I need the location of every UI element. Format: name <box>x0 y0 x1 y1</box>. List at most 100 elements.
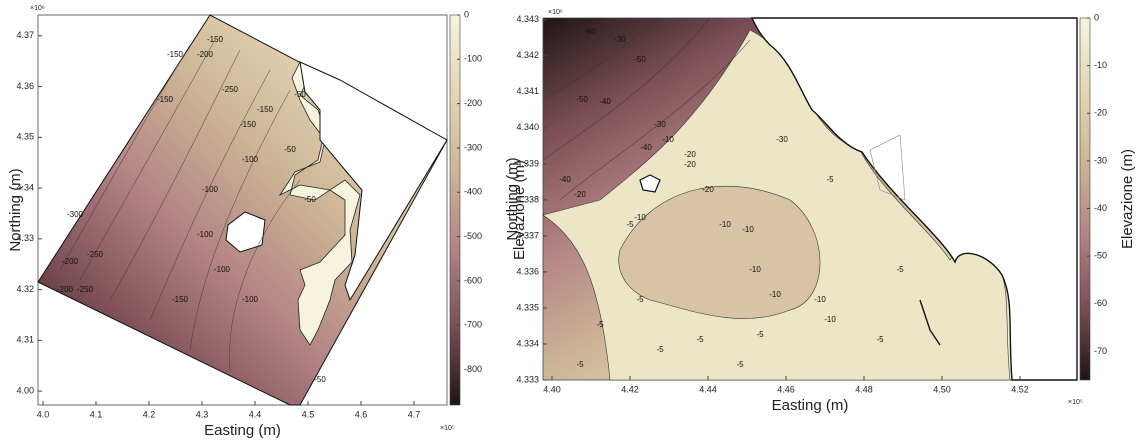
y-axis-label: Northing (m) <box>7 168 24 251</box>
y-axis-label: Northing (m) <box>504 157 521 240</box>
contour-label: -200 <box>57 285 74 294</box>
contour-label: -50 <box>576 95 588 104</box>
x-tick-label: 4.50 <box>933 384 951 394</box>
x-tick-label: 4.6 <box>355 409 368 419</box>
y-tick-label: 4.335 <box>516 302 539 312</box>
contour-label: -150 <box>257 105 274 114</box>
y-tick-label: 4.333 <box>516 374 539 384</box>
contour-label: -200 <box>62 257 79 266</box>
contour-label: -5 <box>876 335 884 344</box>
right-map <box>542 17 1078 381</box>
x-tick-label: 4.48 <box>855 384 873 394</box>
contour-label: -50 <box>314 375 326 384</box>
colorbar-tick-label: -300 <box>464 142 482 152</box>
contour-line <box>149 69 271 321</box>
contour-label: -5 <box>826 175 834 184</box>
x-tick-label: 4.42 <box>621 384 639 394</box>
x-tick-label: 4.3 <box>196 409 209 419</box>
x-tick-label: 4.2 <box>143 409 156 419</box>
contour-label: -30 <box>614 35 626 44</box>
x-tick-label: 4.0 <box>37 409 50 419</box>
colorbar-tick-label: -70 <box>1094 346 1107 356</box>
contour-label: -150 <box>172 295 189 304</box>
colorbar-tick-label: -400 <box>464 187 482 197</box>
contour-label: -10 <box>814 295 826 304</box>
colorbar-tick-label: -30 <box>1094 155 1107 165</box>
coast <box>919 299 941 346</box>
contour-label: -150 <box>207 35 224 44</box>
contour-line <box>79 39 216 281</box>
colorbar-tick-label: -500 <box>464 231 482 241</box>
y-tick-label: 4.32 <box>16 284 34 294</box>
contour-label: -30 <box>776 135 788 144</box>
colorbar-tick-label: -600 <box>464 275 482 285</box>
y-tick-label: 4.342 <box>516 50 539 60</box>
contour-label: -100 <box>214 265 231 274</box>
colorbar-tick-label: -200 <box>464 98 482 108</box>
contour-line <box>189 89 291 351</box>
contour-label: -10 <box>634 213 646 222</box>
contour-label: -5 <box>636 295 644 304</box>
contour-label: -10 <box>769 290 781 299</box>
contour-label: -100 <box>197 230 214 239</box>
colorbar-tick-label: -700 <box>464 320 482 330</box>
contour-label: -200 <box>197 50 214 59</box>
contour-label: -60 <box>584 27 596 36</box>
contour-label: -40 <box>559 175 571 184</box>
contour-label: -5 <box>896 265 904 274</box>
x-tick-label: 4.7 <box>408 409 421 419</box>
contour-label: -50 <box>294 90 306 99</box>
contour-label: -50 <box>284 145 296 154</box>
contour-label: -100 <box>202 185 219 194</box>
contour-label: -40 <box>599 97 611 106</box>
y-tick-label: 4.36 <box>16 81 34 91</box>
y-tick-label: 4.31 <box>16 335 34 345</box>
contour-label: -30 <box>654 120 666 129</box>
island <box>639 174 661 193</box>
port <box>869 134 906 201</box>
contour-line <box>109 49 241 301</box>
x-tick-label: 4.1 <box>90 409 103 419</box>
island <box>225 211 266 253</box>
colorbar-tick-label: -60 <box>1094 298 1107 308</box>
contour-label: -5 <box>756 330 764 339</box>
y-multiplier: ×10⁶ <box>30 5 45 12</box>
contour-line <box>229 179 301 371</box>
colorbar-tick-label: -20 <box>1094 108 1107 118</box>
contour-label: -10 <box>742 225 754 234</box>
x-tick-label: 4.5 <box>302 409 315 419</box>
basin <box>618 185 821 319</box>
y-tick-label: 4.34 <box>16 182 34 192</box>
y-tick-label: 4.334 <box>516 338 539 348</box>
colorbar-tick-label: -40 <box>1094 203 1107 213</box>
contour-label: -5 <box>576 360 584 369</box>
y-tick-label: 4.339 <box>516 158 539 168</box>
contour-line <box>542 17 711 161</box>
x-tick-label: 4.40 <box>543 384 561 394</box>
colorbar-tick-label: -100 <box>464 54 482 64</box>
land <box>299 61 448 302</box>
x-axis-label: Easting (m) <box>772 397 849 414</box>
y-tick-label: 4.343 <box>516 14 539 24</box>
contour-label: -20 <box>684 160 696 169</box>
x-tick-label: 4.52 <box>1011 384 1029 394</box>
contour-label: -50 <box>634 55 646 64</box>
x-axis-label: Easting (m) <box>204 422 281 439</box>
contour-label: -10 <box>662 135 674 144</box>
contour-label: -150 <box>157 95 174 104</box>
colorbar <box>449 14 461 406</box>
contour-label: -5 <box>596 320 604 329</box>
y-tick-label: 4.00 <box>16 385 34 395</box>
shallow-zone <box>278 61 361 346</box>
contour-label: -5 <box>656 345 664 354</box>
colorbar-label: Elevazione (m) <box>511 160 528 260</box>
colorbar-tick-label: -10 <box>1094 60 1107 70</box>
contour-label: -250 <box>222 85 239 94</box>
colorbar-label: Elevazione (m) <box>1119 149 1136 249</box>
contour-label: -250 <box>87 250 104 259</box>
contour-label: -100 <box>242 155 259 164</box>
colorbar-tick-label: -50 <box>1094 251 1107 261</box>
contour-label: -5 <box>696 335 704 344</box>
y-tick-label: 4.336 <box>516 266 539 276</box>
